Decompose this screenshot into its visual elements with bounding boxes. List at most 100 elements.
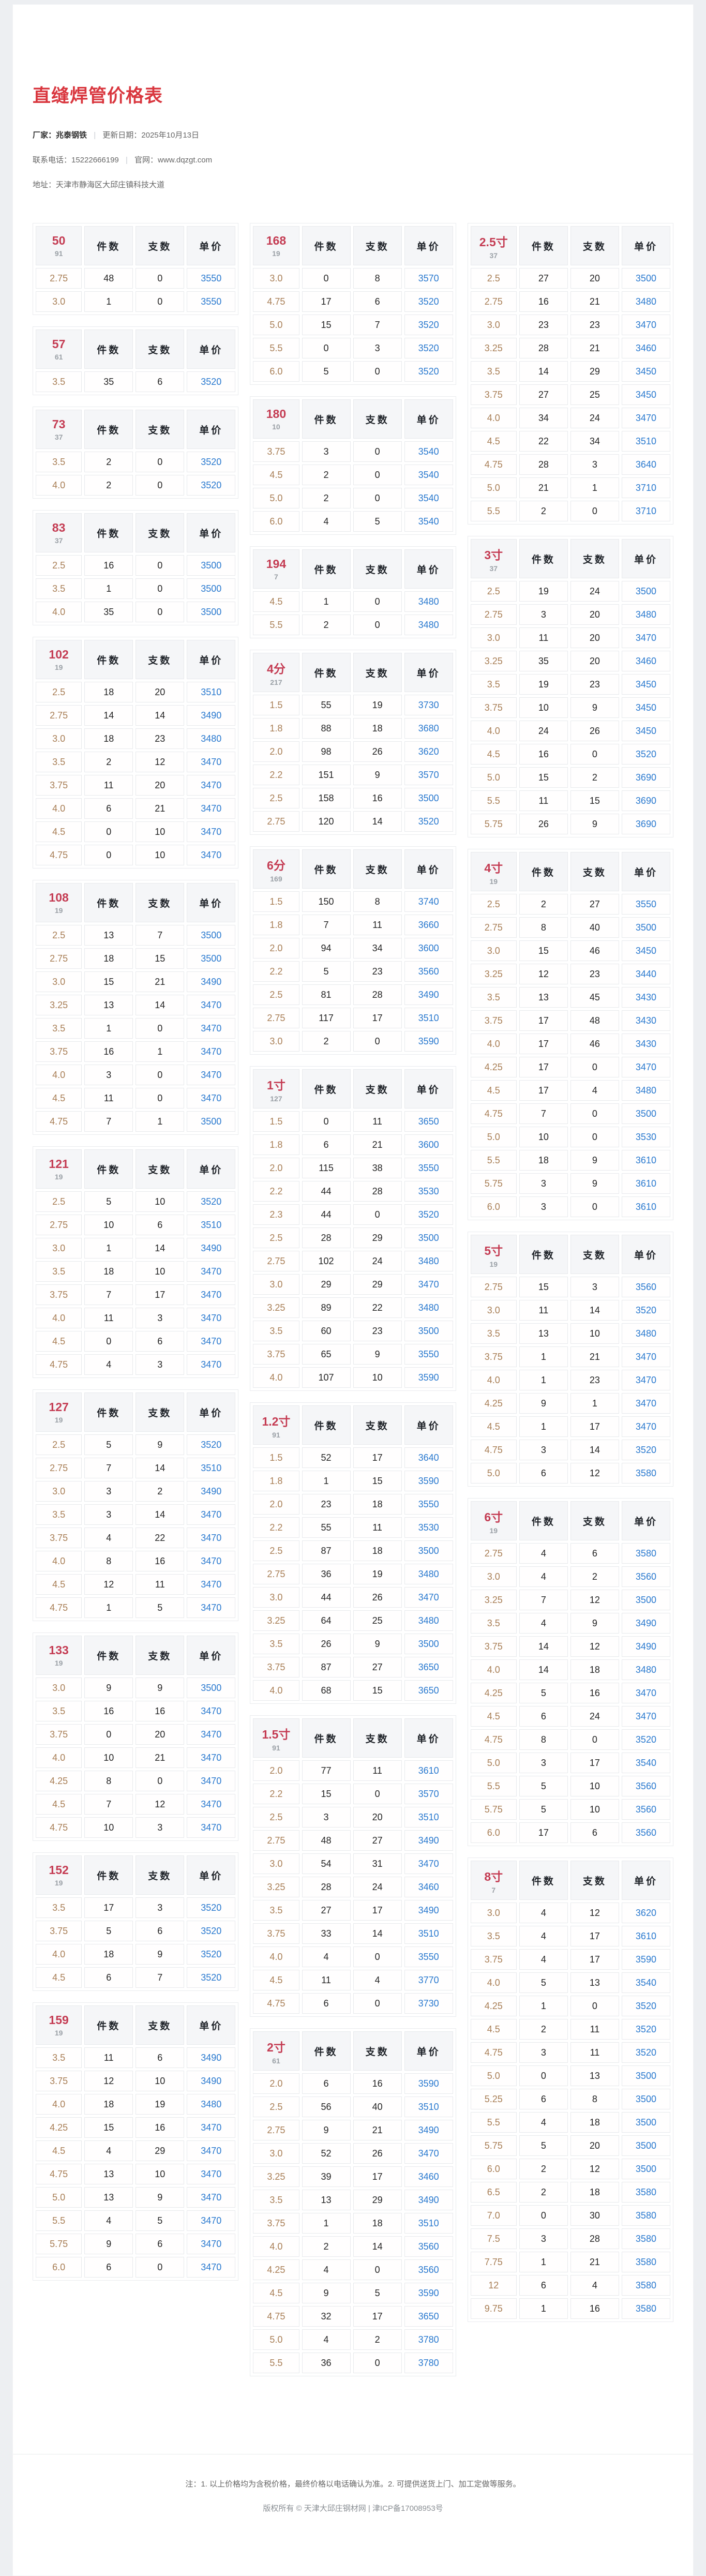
branches-cell: 17 [353,2306,402,2327]
price-cell: 3500 [621,581,670,602]
column-header: 单价 [187,226,236,265]
price-cell: 3710 [621,477,670,498]
thickness-cell: 2.2 [253,765,299,785]
thickness-cell: 2.75 [470,291,517,312]
thickness-cell: 4.0 [470,408,517,428]
branches-cell: 21 [570,2252,619,2272]
thickness-cell: 3.5 [36,452,82,472]
thickness-cell: 3.75 [36,1527,82,1548]
thickness-cell: 3.75 [36,775,82,796]
branches-cell: 21 [353,2120,402,2140]
price-cell: 3470 [187,1527,236,1548]
price-cell: 3610 [621,1173,670,1194]
pieces-cell: 1 [302,2213,351,2234]
branches-cell: 23 [570,314,619,335]
price-cell: 3590 [404,1031,453,1052]
price-table: 50 91 件数 支数 单价 2.75 48 0 3550 3.0 1 0 3550 [33,223,239,315]
pieces-cell: 107 [302,1367,351,1388]
column-header: 支数 [353,1069,402,1109]
branches-cell: 0 [570,1729,619,1750]
table-row: 4.75 13 10 3470 [36,2164,236,2184]
size-label: 1.2寸 [262,1414,291,1428]
price-cell: 3470 [187,1551,236,1571]
separator: | [125,156,128,164]
page-title: 直缝焊管价格表 [33,86,163,106]
price-cell: 3470 [187,1041,236,1062]
branches-cell: 3 [570,454,619,475]
column-header: 件数 [302,1405,351,1445]
branches-cell: 9 [570,697,619,718]
thickness-cell: 3.5 [36,371,82,392]
table-row: 4.0 8 16 3470 [36,1551,236,1571]
branches-cell: 20 [570,627,619,648]
table-head-row: 102 19 件数 支数 单价 [36,640,236,679]
pieces-cell: 117 [302,1008,351,1028]
pieces-cell: 11 [84,775,133,796]
branches-cell: 23 [570,674,619,695]
thickness-cell: 2.0 [253,1494,299,1515]
table-head-row: 133 19 件数 支数 单价 [36,1636,236,1675]
page-footer: 注：1. 以上价格均为含税价格，最终价格以电话确认为准。2. 可提供送货上门、加… [13,2454,693,2513]
thickness-cell: 4.5 [36,1088,82,1109]
price-cell: 3470 [187,752,236,772]
table-row: 3.5 60 23 3500 [253,1321,453,1341]
branches-cell: 23 [353,961,402,982]
branches-cell: 21 [570,1346,619,1367]
price-cell: 3510 [404,2096,453,2117]
thickness-cell: 2.5 [36,1434,82,1455]
branches-cell: 11 [353,1760,402,1781]
pieces-cell: 16 [84,1701,133,1721]
branches-cell: 24 [353,1251,402,1271]
pieces-cell: 36 [302,1564,351,1584]
thickness-cell: 3.0 [36,1481,82,1502]
pieces-cell: 87 [302,1657,351,1678]
price-cell: 3480 [621,1323,670,1344]
pieces-cell: 28 [302,1877,351,1897]
price-cell: 3570 [404,268,453,289]
table-row: 5.0 3 17 3540 [470,1753,670,1773]
table-row: 2.75 102 24 3480 [253,1251,453,1271]
price-cell: 3520 [404,291,453,312]
branches-cell: 6 [136,2234,185,2254]
size-label: 152 [49,1863,69,1877]
branches-cell: 0 [136,602,185,622]
price-cell: 3540 [621,1753,670,1773]
price-cell: 3520 [621,1440,670,1460]
price-cell: 3540 [404,488,453,508]
pieces-cell: 6 [519,1706,568,1727]
pieces-cell: 1 [519,1996,568,2016]
branches-cell: 6 [136,371,185,392]
branches-cell: 0 [136,268,185,289]
table-row: 3.5 2 12 3470 [36,752,236,772]
column-header: 单价 [187,330,236,369]
size-label: 121 [49,1157,69,1171]
branches-cell: 26 [353,741,402,762]
pieces-cell: 3 [519,2042,568,2063]
price-cell: 3540 [621,1972,670,1993]
page: 直缝焊管价格表 厂家：兆泰钢铁 | 更新日期：2025年10月13日 联系电话：… [0,4,706,2576]
price-cell: 3560 [404,2236,453,2257]
table-row: 2.5 19 24 3500 [470,581,670,602]
size-sub: 7 [274,573,278,581]
table-row: 3.5 18 10 3470 [36,1261,236,1282]
pieces-cell: 3 [519,1173,568,1194]
column-header: 件数 [84,2005,133,2045]
branches-cell: 28 [353,1181,402,1202]
column-header: 支数 [136,410,185,449]
thickness-cell: 4.0 [36,1747,82,1768]
table-row: 6.0 4 5 3540 [253,511,453,532]
size-cell: 6分 169 [253,849,299,889]
price-cell: 3480 [187,728,236,749]
price-cell: 3450 [621,674,670,695]
pieces-cell: 3 [519,604,568,625]
price-cell: 3470 [187,1747,236,1768]
column-header: 支数 [136,1636,185,1675]
price-cell: 3520 [404,1204,453,1225]
table-row: 3.5 35 6 3520 [36,371,236,392]
thickness-cell: 5.0 [36,2187,82,2208]
thickness-cell: 4.75 [36,1817,82,1838]
thickness-cell: 4.5 [470,431,517,452]
address-text: 地址：天津市静海区大邱庄镇科技大道 [33,181,165,189]
table-row: 2.75 18 15 3500 [36,948,236,969]
price-cell: 3520 [621,1729,670,1750]
